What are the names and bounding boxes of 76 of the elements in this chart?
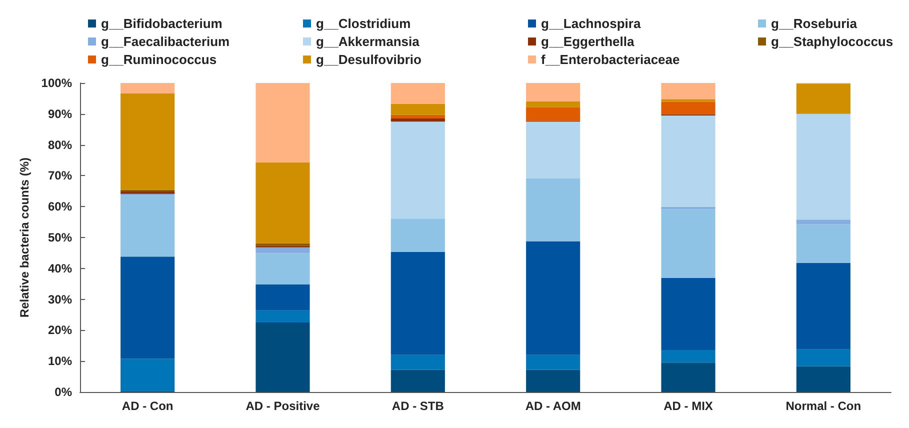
y-tick-label: 50% — [48, 230, 72, 244]
bar — [526, 122, 580, 178]
bar — [661, 115, 716, 207]
y-tick-label: 40% — [48, 261, 72, 276]
bar — [526, 354, 580, 370]
bar — [390, 252, 445, 355]
y-tick-label: 70% — [48, 168, 72, 183]
x-tick-label: AD - STB — [392, 399, 444, 413]
bar — [661, 102, 716, 114]
bar — [390, 218, 445, 252]
bar — [256, 322, 310, 392]
y-tick-label: 30% — [48, 292, 72, 306]
y-axis-title: Relative bacteria counts (%) — [17, 157, 32, 318]
bar — [256, 253, 310, 284]
bar — [661, 350, 716, 363]
y-tick-label: 60% — [48, 200, 72, 214]
legend-label: g__Roseburia — [771, 16, 858, 31]
bar — [796, 84, 850, 114]
bar — [120, 191, 175, 194]
legend-label: g__Eggerthella — [541, 34, 635, 49]
bar — [796, 262, 850, 350]
bar — [390, 104, 445, 115]
legend-label: g__Desulfovibrio — [316, 52, 422, 67]
bar — [526, 83, 580, 102]
y-tick-label: 90% — [48, 106, 72, 121]
bar — [120, 256, 175, 359]
bar — [390, 118, 445, 122]
y-tick-label: 100% — [41, 76, 72, 90]
legend-label: f__Enterobacteriaceae — [541, 52, 680, 67]
y-tick-label: 0% — [54, 385, 72, 399]
bar — [256, 310, 310, 322]
bar — [120, 358, 175, 392]
y-tick-label: 80% — [48, 138, 72, 152]
bar — [526, 101, 580, 108]
legend-label: g__Faecalibacterium — [101, 34, 230, 49]
x-tick-label: AD - MIX — [664, 399, 713, 413]
bar — [796, 349, 850, 366]
legend-label: g__Akkermansia — [316, 34, 420, 49]
bar — [526, 241, 580, 355]
bar — [526, 370, 580, 392]
bar — [256, 162, 310, 244]
y-tick-label: 20% — [48, 323, 72, 338]
legend-label: g__Bifidobacterium — [101, 16, 222, 31]
x-tick-label: AD - Positive — [246, 399, 320, 413]
bar — [661, 278, 716, 350]
bar — [796, 224, 850, 263]
bar — [390, 83, 445, 104]
legend-label: g__Staphylococcus — [771, 34, 894, 49]
bar — [796, 114, 850, 220]
bar — [390, 370, 445, 392]
bar — [120, 195, 175, 257]
bar — [796, 220, 850, 224]
x-tick-label: AD - Con — [122, 399, 174, 413]
bar — [661, 209, 716, 278]
bar — [256, 284, 310, 310]
y-tick-label: 10% — [48, 354, 72, 368]
bar — [390, 114, 445, 119]
bar — [526, 178, 580, 242]
bar — [796, 366, 850, 392]
bar — [120, 83, 175, 94]
legend-label: g__Ruminococcus — [101, 52, 217, 67]
bar — [661, 83, 716, 100]
x-tick-label: Normal - Con — [786, 399, 862, 413]
bar — [526, 107, 580, 121]
bar — [661, 206, 716, 210]
legend-label: g__Lachnospira — [541, 16, 642, 31]
bar — [256, 247, 310, 254]
bar — [256, 243, 310, 246]
bar — [390, 122, 445, 219]
bar — [390, 354, 445, 370]
legend-label: g__Clostridium — [316, 16, 411, 31]
x-tick-label: AD - AOM — [525, 399, 581, 413]
bar — [661, 99, 716, 102]
bar — [256, 83, 310, 162]
bar — [661, 362, 716, 392]
bar — [120, 94, 175, 190]
